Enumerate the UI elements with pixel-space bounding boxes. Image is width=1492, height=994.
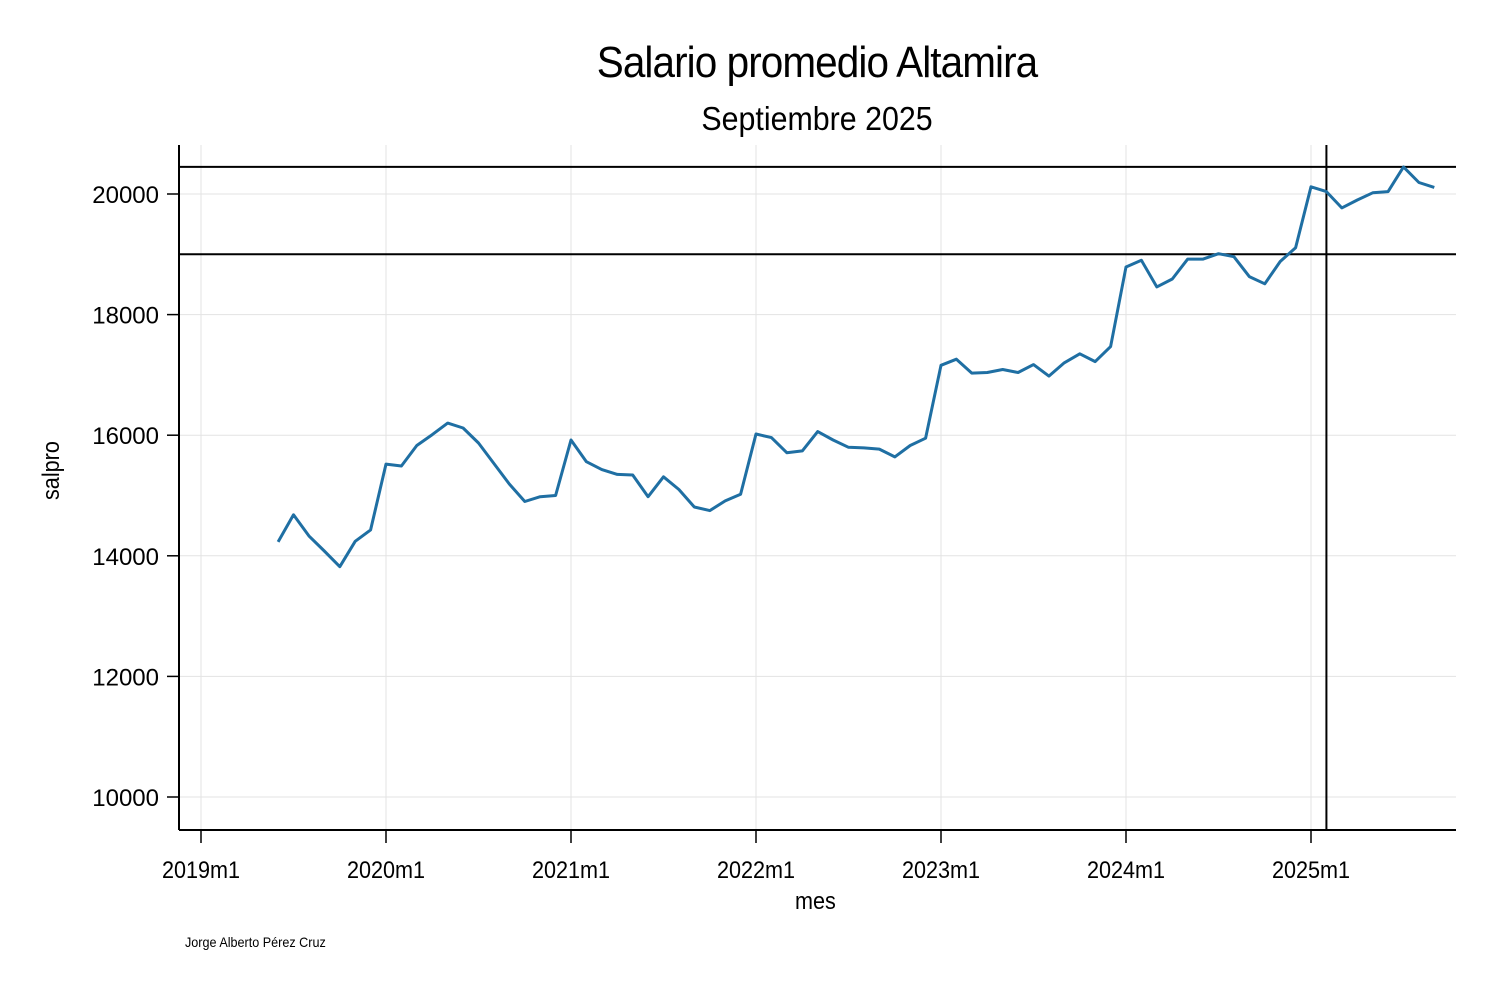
y-tick-label: 14000 (92, 544, 159, 571)
reference-lines (179, 145, 1456, 830)
author-credit: Jorge Alberto Pérez Cruz (185, 934, 326, 950)
chart-title: Salario promedio Altamira (596, 38, 1038, 87)
y-tick-label: 16000 (92, 423, 159, 450)
y-axis-ticks: 10000 12000 14000 16000 18000 20000 (92, 182, 179, 812)
chart-subtitle: Septiembre 2025 (701, 100, 933, 137)
x-tick-label: 2023m1 (902, 856, 980, 883)
x-axis-label: mes (795, 888, 836, 915)
x-tick-label: 2021m1 (532, 856, 610, 883)
x-tick-label: 2024m1 (1087, 856, 1165, 883)
x-tick-label: 2025m1 (1272, 856, 1350, 883)
y-tick-label: 18000 (92, 303, 159, 330)
x-axis-ticks: 2019m1 2020m1 2021m1 2022m1 2023m1 2024m1 2025… (162, 830, 1350, 883)
x-tick-label: 2022m1 (717, 856, 795, 883)
axes (178, 145, 1456, 831)
y-tick-label: 20000 (92, 182, 159, 209)
y-tick-label: 12000 (92, 664, 159, 691)
x-tick-label: 2020m1 (347, 856, 425, 883)
x-tick-label: 2019m1 (162, 856, 240, 883)
gridlines (179, 145, 1456, 830)
y-tick-label: 10000 (92, 785, 159, 812)
series-line-salpro (276, 165, 1435, 569)
